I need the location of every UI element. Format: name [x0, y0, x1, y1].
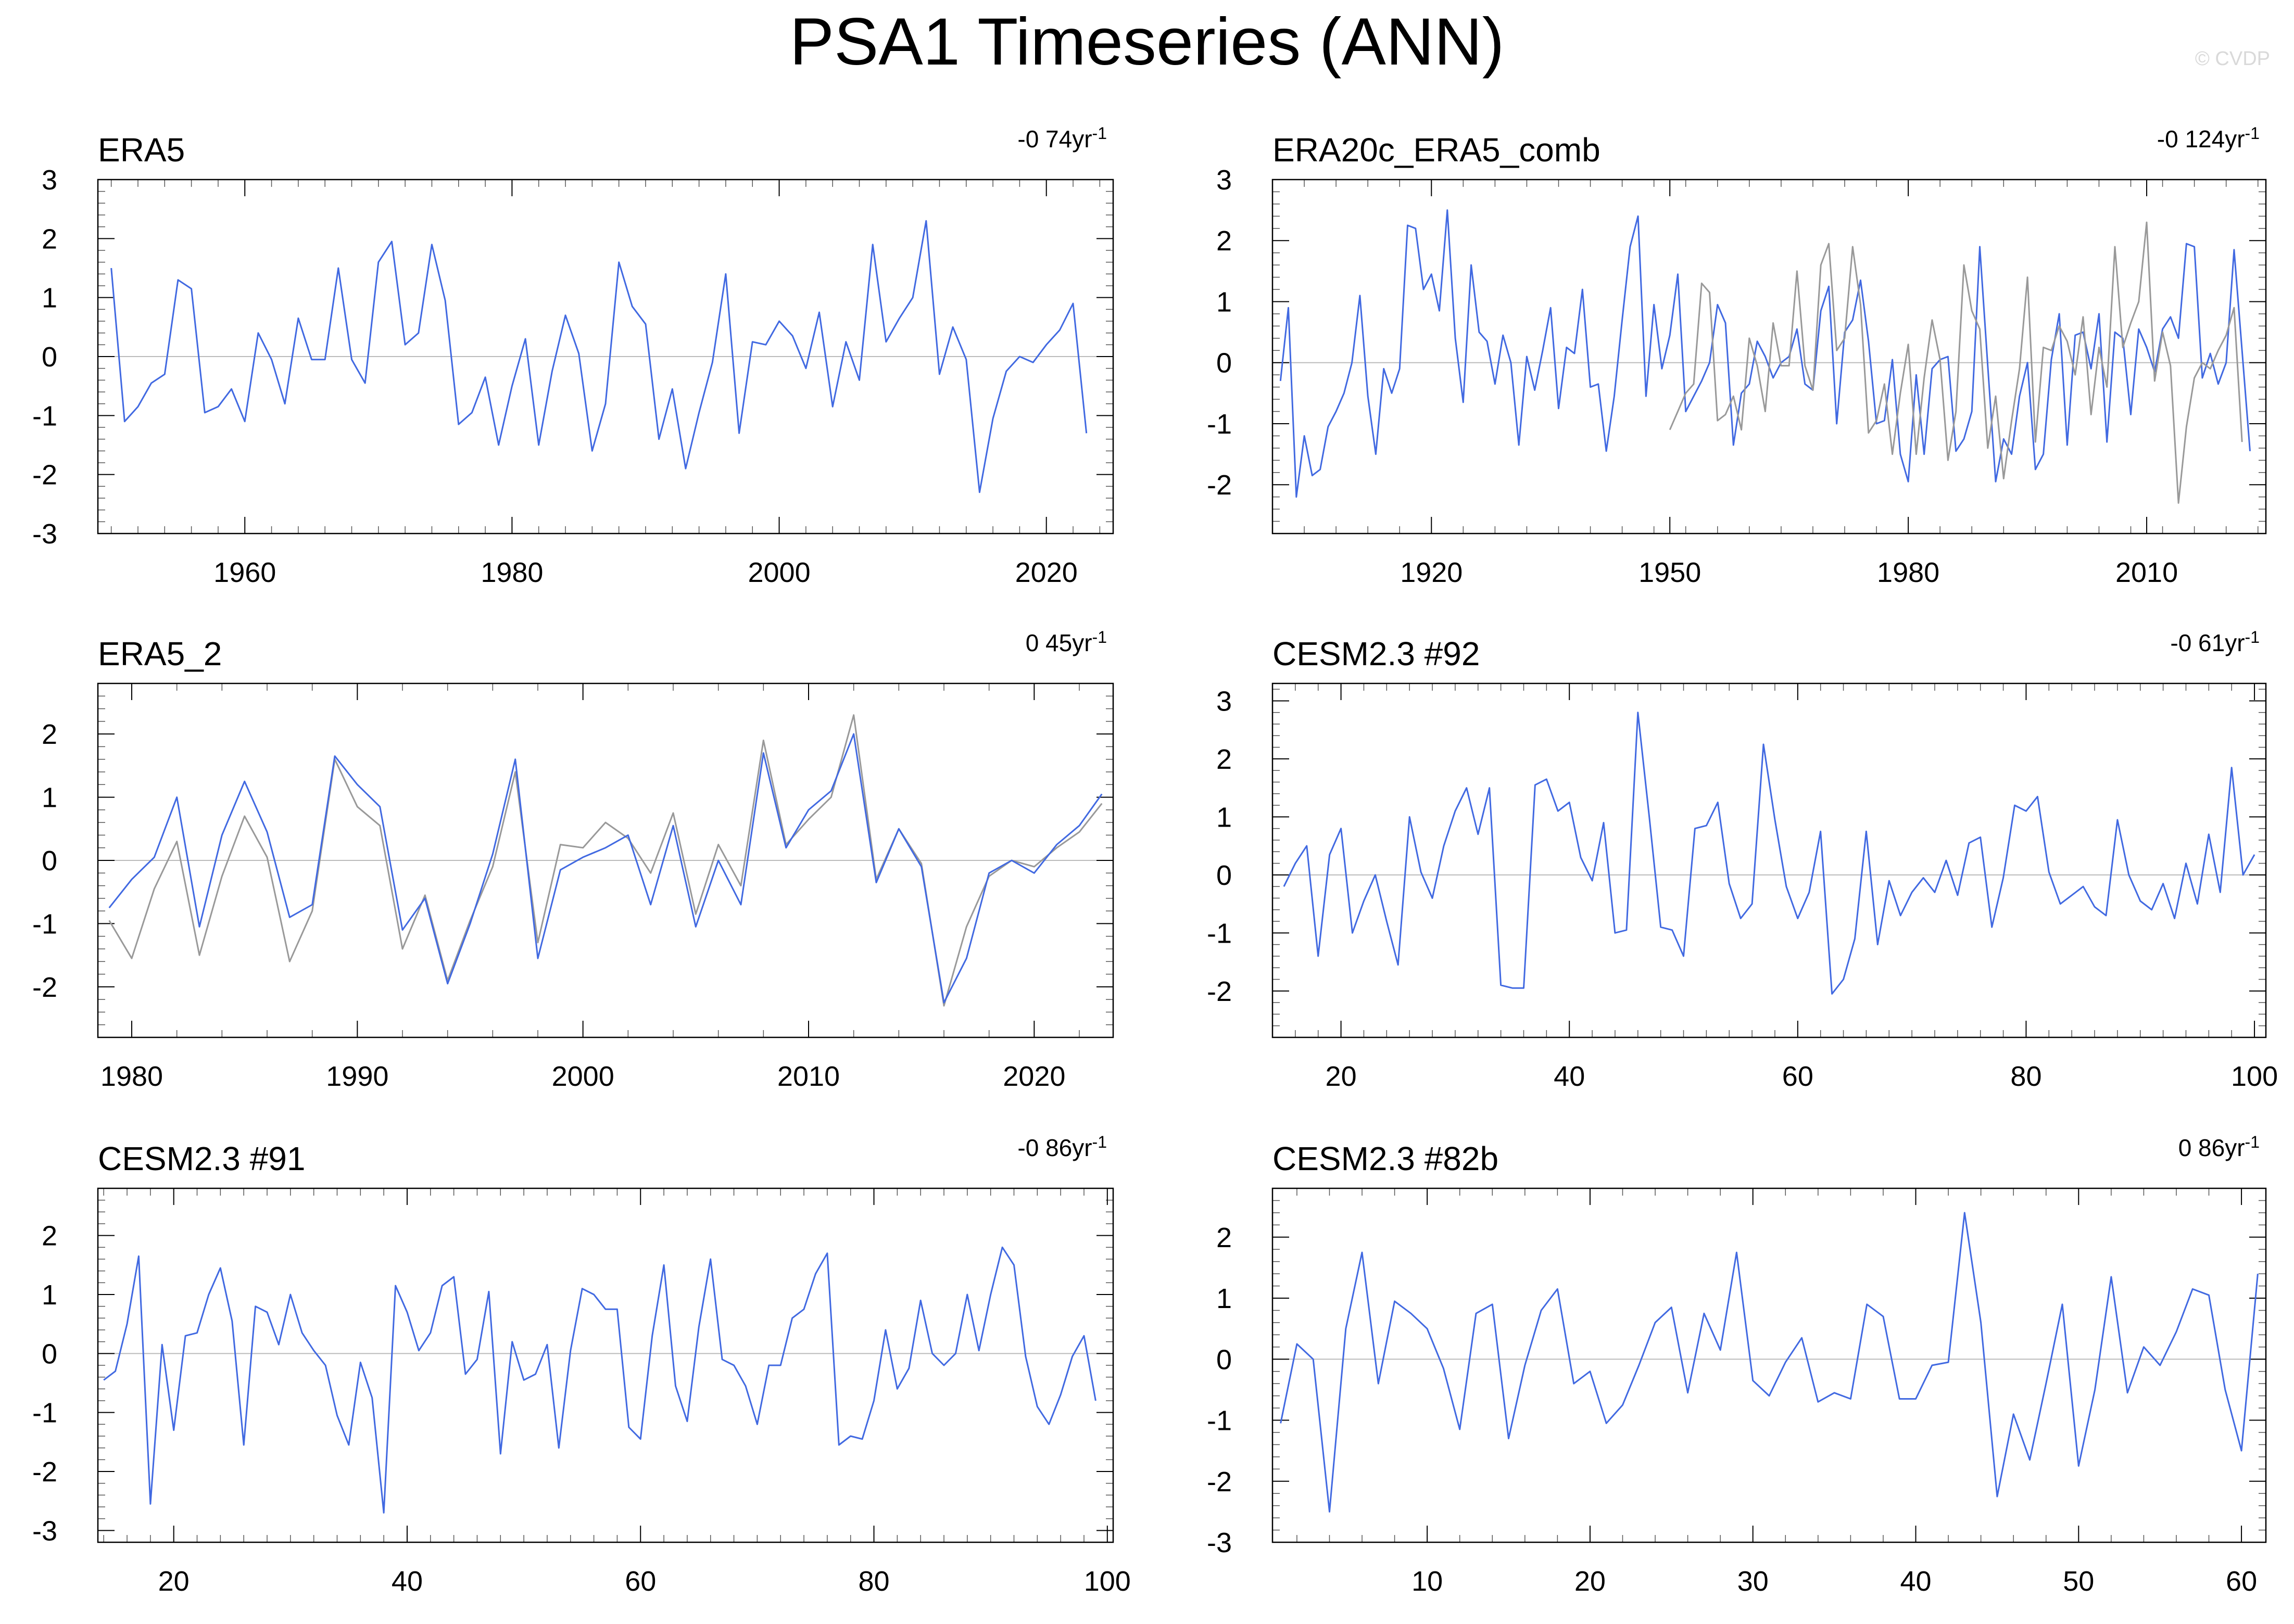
y-tick-label: -2 [32, 972, 57, 1003]
x-tick-label: 20 [1326, 1061, 1357, 1092]
y-tick-label: -1 [32, 400, 57, 432]
x-tick-label: 2010 [2115, 557, 2178, 588]
figure-title: PSA1 Timeseries (ANN) [789, 5, 1505, 79]
y-tick-label: -2 [1207, 470, 1232, 501]
x-tick-label: 60 [625, 1566, 656, 1597]
y-tick-label: 2 [42, 223, 57, 255]
y-tick-label: -3 [32, 518, 57, 550]
y-tick-label: 0 [1216, 348, 1232, 379]
x-tick-label: 1960 [213, 557, 276, 588]
y-tick-label: 0 [1216, 1344, 1232, 1375]
x-tick-label: 60 [2226, 1566, 2257, 1597]
plot-frame [1271, 1187, 2267, 1543]
y-tick-label: 3 [1216, 686, 1232, 717]
x-tick-label: 1990 [326, 1061, 388, 1092]
y-tick-label: 3 [1216, 164, 1232, 196]
panel-title: ERA20c_ERA5_comb [1272, 131, 1600, 169]
x-tick-label: 10 [1411, 1566, 1443, 1597]
y-tick-label: -2 [32, 1456, 57, 1488]
y-tick-label: 2 [42, 719, 57, 750]
panel-4: CESM2.3 #92 -0 61yr-1 20 40 60 80 100 -2 -1 0 1 2 3 [1207, 628, 2278, 1092]
y-tick-label: 1 [42, 782, 57, 814]
y-tick-label: -2 [1207, 1466, 1232, 1498]
panel-6: CESM2.3 #82b 0 86yr-1 10 20 30 40 50 60 -3 -2 -1 0 1… [1207, 1133, 2267, 1597]
y-tick-label: 1 [1216, 1283, 1232, 1314]
series-line [1279, 209, 2251, 498]
trend-label: -0 124yr-1 [2157, 124, 2260, 153]
y-tick-label: -1 [1207, 1405, 1232, 1437]
trend-label: -0 74yr-1 [1017, 124, 1107, 153]
y-tick-label: -3 [1207, 1527, 1232, 1558]
y-tick-label: 1 [42, 1279, 57, 1311]
series-line [1283, 712, 2255, 995]
y-tick-label: 1 [1216, 286, 1232, 318]
x-tick-label: 60 [1782, 1061, 1813, 1092]
series-line [110, 220, 1088, 493]
watermark: © CVDP [2195, 48, 2270, 70]
series-line [108, 733, 1103, 1004]
y-tick-label: -1 [1207, 918, 1232, 949]
y-tick-label: 2 [1216, 744, 1232, 775]
panel-title: ERA5 [98, 131, 185, 169]
panel-title: ERA5_2 [98, 635, 222, 673]
panel-title: CESM2.3 #91 [98, 1140, 305, 1177]
x-tick-label: 30 [1737, 1566, 1769, 1597]
x-tick-label: 100 [1084, 1566, 1131, 1597]
plot-frame [1271, 682, 2267, 1038]
y-tick-label: 1 [42, 283, 57, 314]
plot-frame [1271, 179, 2267, 535]
series-line [1280, 1212, 2259, 1513]
x-tick-label: 80 [858, 1566, 889, 1597]
panel-1: ERA5 -0 74yr-1 1960 1980 2000 2020 -3 -2 -1 0 1 2 3 [32, 124, 1114, 588]
x-tick-label: 2000 [552, 1061, 614, 1092]
series-line [1669, 221, 2243, 504]
x-tick-label: 40 [1900, 1566, 1931, 1597]
panel-3: ERA5_2 0 45yr-1 1980 1990 2000 2010 2020 -2 -1 0 1… [32, 628, 1114, 1092]
x-tick-label: 100 [2231, 1061, 2278, 1092]
x-tick-label: 1980 [1877, 557, 1939, 588]
y-tick-label: 2 [1216, 225, 1232, 257]
plot-frame [97, 1187, 1114, 1543]
panel-5: CESM2.3 #91 -0 86yr-1 20 40 60 80 100 -3 -2 -1 0 1 2 [32, 1133, 1131, 1597]
y-tick-label: -1 [32, 1398, 57, 1429]
plot-frame [97, 179, 1114, 535]
x-tick-label: 2000 [748, 557, 810, 588]
y-tick-label: 3 [42, 164, 57, 196]
trend-label: -0 86yr-1 [1017, 1133, 1107, 1161]
x-tick-label: 2020 [1003, 1061, 1065, 1092]
y-tick-label: -1 [32, 908, 57, 940]
x-tick-label: 1920 [1400, 557, 1463, 588]
x-tick-label: 20 [158, 1566, 190, 1597]
x-tick-label: 80 [2010, 1061, 2041, 1092]
trend-label: -0 61yr-1 [2170, 628, 2260, 656]
x-tick-label: 2020 [1015, 557, 1078, 588]
x-tick-label: 40 [1554, 1061, 1585, 1092]
y-tick-label: 0 [42, 845, 57, 877]
trend-label: 0 45yr-1 [1026, 628, 1107, 656]
y-tick-label: -1 [1207, 409, 1232, 440]
y-tick-label: -3 [32, 1515, 57, 1546]
plot-frame [97, 682, 1114, 1038]
x-tick-label: 20 [1574, 1566, 1606, 1597]
y-tick-label: 2 [1216, 1222, 1232, 1253]
y-tick-label: 1 [1216, 802, 1232, 833]
y-tick-label: -2 [32, 460, 57, 491]
x-tick-label: 2010 [777, 1061, 840, 1092]
x-tick-label: 1980 [481, 557, 543, 588]
panel-title: CESM2.3 #92 [1272, 635, 1480, 673]
x-tick-label: 50 [2063, 1566, 2094, 1597]
panel-title: CESM2.3 #82b [1272, 1140, 1498, 1177]
series-line [103, 1246, 1096, 1514]
y-tick-label: 0 [42, 341, 57, 373]
x-tick-label: 40 [392, 1566, 423, 1597]
x-tick-label: 1980 [100, 1061, 163, 1092]
x-tick-label: 1950 [1638, 557, 1701, 588]
y-tick-label: 2 [42, 1221, 57, 1252]
y-tick-label: -2 [1207, 976, 1232, 1007]
trend-label: 0 86yr-1 [2178, 1133, 2260, 1161]
y-tick-label: 0 [1216, 860, 1232, 891]
y-tick-label: 0 [42, 1338, 57, 1369]
